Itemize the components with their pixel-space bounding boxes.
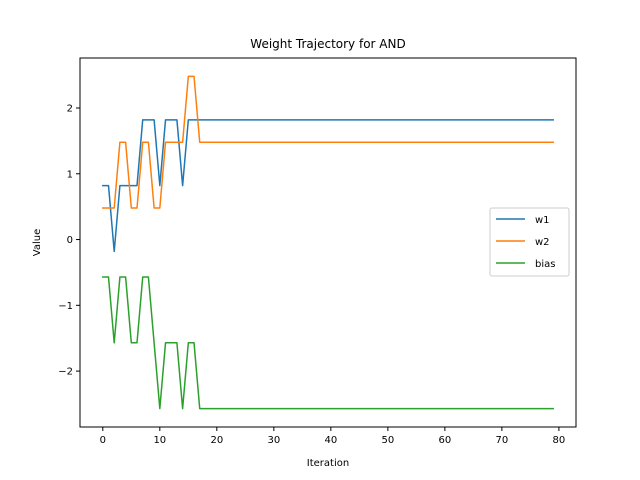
legend-label-w2: w2 bbox=[535, 237, 550, 248]
legend-label-w1: w1 bbox=[535, 215, 550, 226]
x-axis-label: Iteration bbox=[307, 458, 349, 469]
x-tick-label: 70 bbox=[496, 435, 509, 446]
x-axis-ticks: 0 10 20 30 40 50 60 70 80 bbox=[100, 427, 566, 446]
legend: w1 w2 bias bbox=[489, 207, 570, 277]
y-tick-label: 1 bbox=[67, 169, 73, 180]
x-tick-label: 30 bbox=[267, 435, 280, 446]
series-line-w2 bbox=[102, 75, 554, 209]
legend-label-bias: bias bbox=[535, 259, 555, 270]
x-tick-label: 50 bbox=[381, 435, 394, 446]
series-line-bias bbox=[102, 276, 554, 410]
y-tick-label: 2 bbox=[67, 103, 73, 114]
x-tick-label: 80 bbox=[553, 435, 566, 446]
x-tick-label: 20 bbox=[210, 435, 223, 446]
x-tick-label: 10 bbox=[153, 435, 166, 446]
legend-frame bbox=[489, 207, 570, 277]
plot-frame bbox=[79, 57, 577, 428]
y-tick-label: −1 bbox=[58, 301, 73, 312]
y-axis-label: Value bbox=[32, 229, 43, 256]
y-axis-ticks: −2 −1 0 1 2 bbox=[58, 103, 80, 378]
series-line-w1 bbox=[102, 119, 554, 253]
series-layer bbox=[102, 75, 554, 410]
x-tick-label: 60 bbox=[439, 435, 452, 446]
chart-title: Weight Trajectory for AND bbox=[250, 37, 405, 51]
y-tick-label: −2 bbox=[58, 367, 73, 378]
y-tick-label: 0 bbox=[67, 235, 73, 246]
x-tick-label: 0 bbox=[100, 435, 106, 446]
x-tick-label: 40 bbox=[324, 435, 337, 446]
